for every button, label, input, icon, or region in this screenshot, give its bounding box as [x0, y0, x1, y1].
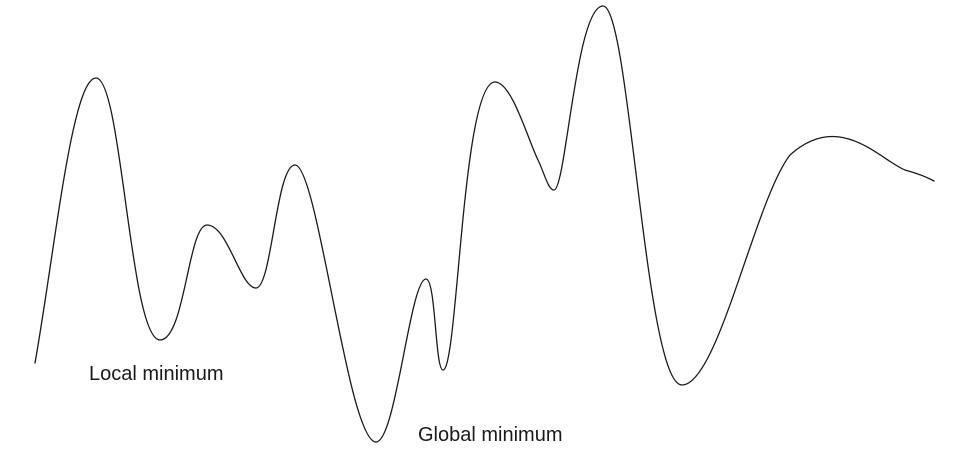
loss-curve	[34, 5, 935, 443]
global-minimum-label: Global minimum	[418, 424, 563, 446]
local-minimum-label: Local minimum	[89, 363, 224, 385]
